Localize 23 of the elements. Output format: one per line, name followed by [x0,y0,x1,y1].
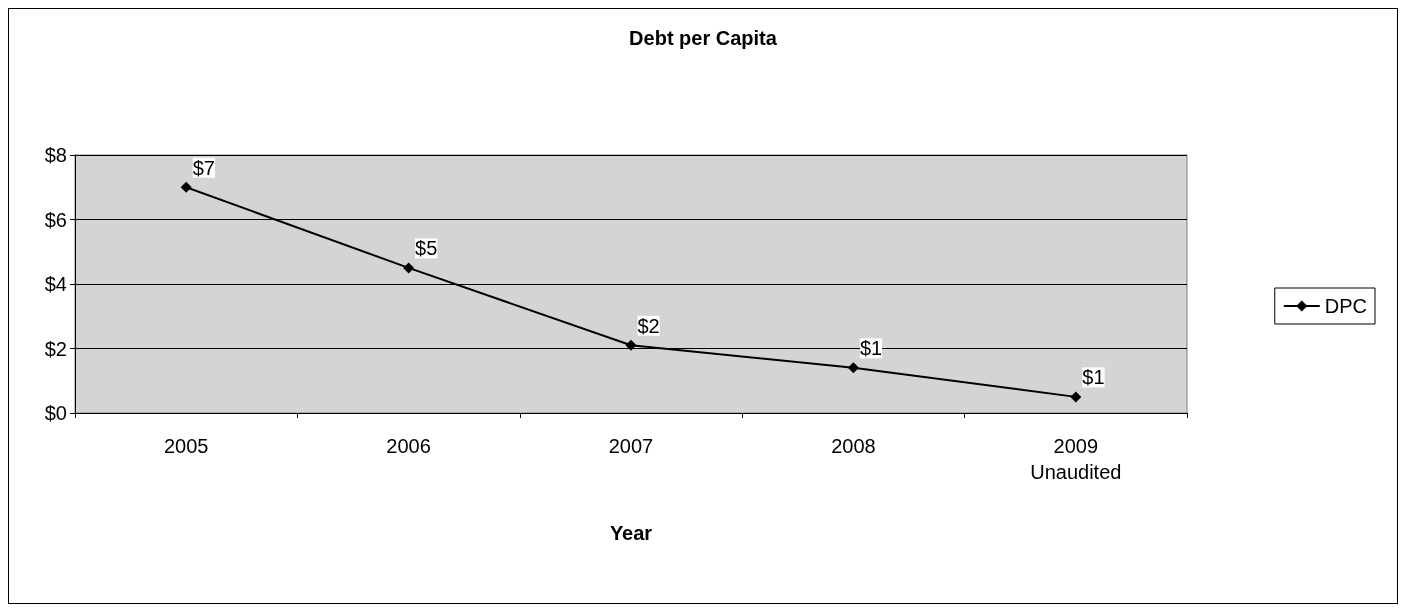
y-tick-label: $2 [44,337,67,360]
chart-title: Debt per Capita [629,27,778,49]
data-label: $1 [859,337,883,360]
data-label: $7 [192,156,215,179]
x-tick-label: 2005 [163,435,209,457]
legend-label: DPC [1324,295,1368,317]
y-tick-label: $6 [44,208,67,231]
y-tick-label: $8 [44,144,67,166]
data-label: $1 [1082,366,1105,389]
y-tick-label: $4 [44,273,67,295]
x-axis-title: Year [609,522,653,544]
y-tick-label: $0 [44,402,67,424]
point [625,339,637,351]
point [403,262,415,274]
data-label: $2 [637,314,660,337]
x-tick-label: 2009 Unaudited [1030,435,1122,483]
point [1070,391,1082,403]
x-tick-label: 2007 [608,435,654,457]
point [180,181,192,193]
point [847,362,859,374]
x-tick-label: 2006 [386,435,431,457]
x-tick-label: 2008 [831,435,876,457]
data-label: $5 [415,237,438,260]
